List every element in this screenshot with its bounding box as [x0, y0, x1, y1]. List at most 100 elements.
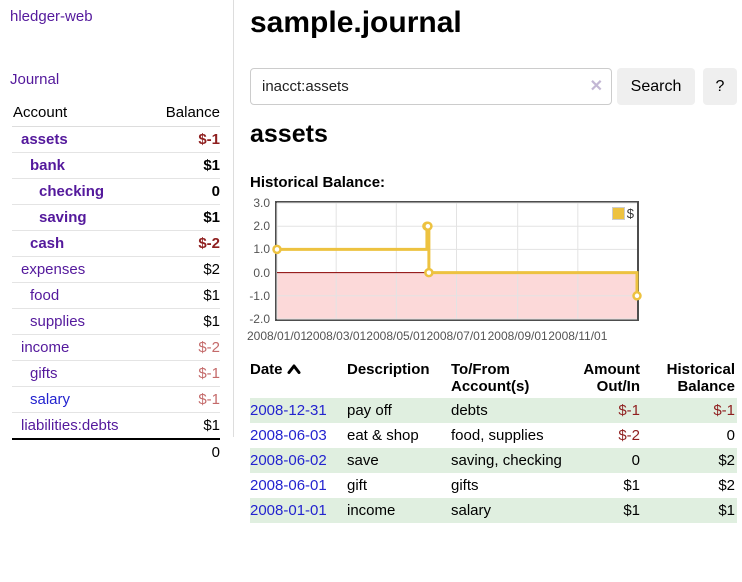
accounts-table: Account Balance assets $-1 bank $1 checking 0…: [12, 101, 220, 465]
register-header-balance: Historical Balance: [666, 361, 735, 395]
transaction-description: eat & shop: [347, 427, 419, 444]
chart-title: Historical Balance:: [250, 174, 386, 191]
account-row: salary $-1: [12, 386, 220, 413]
accounts-header-balance: Balance: [149, 101, 220, 127]
x-axis-tick: 2008/03/01: [306, 329, 367, 343]
transaction-accounts: debts: [451, 402, 488, 419]
transaction-date-link[interactable]: 2008-06-02: [250, 452, 327, 469]
account-balance: $-1: [149, 360, 220, 387]
account-link[interactable]: supplies: [30, 313, 86, 330]
app-title-link[interactable]: hledger-web: [10, 8, 93, 25]
historical-balance-chart: $ 3.0 2.0 1.0 0.0 -1.0 -2.0 2008/01/01 2008/03…: [247, 196, 737, 343]
account-row: saving $1: [12, 204, 220, 231]
help-button[interactable]: ?: [703, 68, 737, 105]
transaction-accounts: saving, checking: [451, 452, 562, 469]
transaction-amount: $1: [623, 477, 640, 494]
transaction-description: pay off: [347, 402, 392, 419]
register-table: Date Description To/From Account(s) Amou…: [250, 358, 737, 523]
account-row: liabilities:debts $1: [12, 412, 220, 440]
account-row: assets $-1: [12, 126, 220, 153]
x-axis-tick: 2008/09/01: [487, 329, 548, 343]
account-link[interactable]: liabilities:debts: [21, 417, 119, 434]
account-row: checking 0: [12, 178, 220, 205]
register-row: 2008-06-02 save saving, checking 0 $2: [250, 448, 737, 473]
register-row: 2008-06-03 eat & shop food, supplies $-2 0: [250, 423, 737, 448]
page-title: sample.journal: [250, 6, 462, 39]
account-link[interactable]: income: [21, 339, 70, 356]
x-axis-tick: 2008/11/01: [548, 329, 608, 343]
register-header-accounts: To/From Account(s): [451, 361, 530, 395]
account-row: bank $1: [12, 152, 220, 179]
search-button[interactable]: Search: [617, 68, 695, 105]
y-axis-tick: 1.0: [253, 242, 270, 257]
accounts-total-value: 0: [149, 438, 220, 465]
search-input[interactable]: [250, 68, 612, 105]
account-link[interactable]: assets: [21, 131, 68, 148]
y-axis-tick: 3.0: [253, 196, 270, 210]
transaction-amount: $1: [623, 502, 640, 519]
chart-legend: $: [611, 206, 634, 221]
accounts-total-row: 0: [12, 438, 220, 465]
account-link[interactable]: food: [30, 287, 60, 304]
account-balance: $-1: [149, 386, 220, 413]
transaction-amount: $-1: [618, 402, 640, 419]
account-row: food $1: [12, 282, 220, 309]
x-axis-tick: 2008/05/01: [366, 329, 427, 343]
register-header-amount: Amount Out/In: [583, 361, 640, 395]
account-balance: $1: [149, 282, 220, 309]
transaction-date-link[interactable]: 2008-12-31: [250, 402, 327, 419]
account-row: expenses $2: [12, 256, 220, 283]
account-link[interactable]: bank: [30, 157, 66, 174]
account-link[interactable]: gifts: [30, 365, 58, 382]
transaction-accounts: salary: [451, 502, 492, 519]
register-header-date[interactable]: Date: [250, 358, 347, 398]
account-balance: $-2: [149, 230, 220, 257]
y-axis-tick: 0.0: [253, 265, 270, 280]
register-row: 2008-01-01 income salary $1 $1: [250, 498, 737, 523]
transaction-accounts: gifts: [451, 477, 479, 494]
account-balance: $1: [149, 412, 220, 440]
account-balance: $-2: [149, 334, 220, 361]
transaction-balance: $1: [718, 502, 735, 519]
clear-search-icon[interactable]: ✕: [589, 78, 603, 95]
y-axis-tick: 2.0: [253, 219, 270, 234]
account-link[interactable]: checking: [39, 183, 105, 200]
register-row: 2008-06-01 gift gifts $1 $2: [250, 473, 737, 498]
account-link[interactable]: saving: [39, 209, 87, 226]
accounts-table-header: Account Balance: [12, 101, 220, 127]
sidebar-divider: [233, 0, 234, 437]
account-heading: assets: [250, 120, 328, 148]
sort-ascending-icon: [287, 361, 301, 378]
x-axis-tick: 2008/01/01: [246, 329, 308, 343]
account-balance: $1: [149, 308, 220, 335]
transaction-date-link[interactable]: 2008-06-03: [250, 427, 327, 444]
accounts-header-account: Account: [12, 101, 149, 127]
y-axis-tick: -1.0: [249, 288, 270, 303]
transaction-amount: $-2: [618, 427, 640, 444]
transaction-balance: $-1: [713, 402, 735, 419]
legend-label: $: [626, 206, 634, 221]
chart-plot-area: $: [272, 201, 642, 321]
main-content: sample.journal ✕ Search ? assets Histori…: [247, 0, 737, 582]
transaction-date-link[interactable]: 2008-06-01: [250, 477, 327, 494]
transaction-accounts: food, supplies: [451, 427, 544, 444]
transaction-date-link[interactable]: 2008-01-01: [250, 502, 327, 519]
account-link[interactable]: cash: [30, 235, 65, 252]
transaction-description: save: [347, 452, 379, 469]
account-link[interactable]: expenses: [21, 261, 86, 278]
account-balance: $1: [149, 152, 220, 179]
account-row: income $-2: [12, 334, 220, 361]
account-row: cash $-2: [12, 230, 220, 257]
sidebar-item-journal[interactable]: Journal: [10, 71, 60, 88]
register-header-description: Description: [347, 361, 430, 378]
account-link[interactable]: salary: [30, 391, 71, 408]
transaction-amount: 0: [631, 452, 640, 469]
chart-series-svg: [272, 202, 642, 320]
account-balance: $1: [149, 204, 220, 231]
account-row: supplies $1: [12, 308, 220, 335]
account-row: gifts $-1: [12, 360, 220, 387]
search-bar: ✕ Search ?: [250, 68, 737, 105]
legend-swatch-icon: [611, 207, 625, 220]
account-balance: 0: [149, 178, 220, 205]
transaction-description: income: [347, 502, 396, 519]
